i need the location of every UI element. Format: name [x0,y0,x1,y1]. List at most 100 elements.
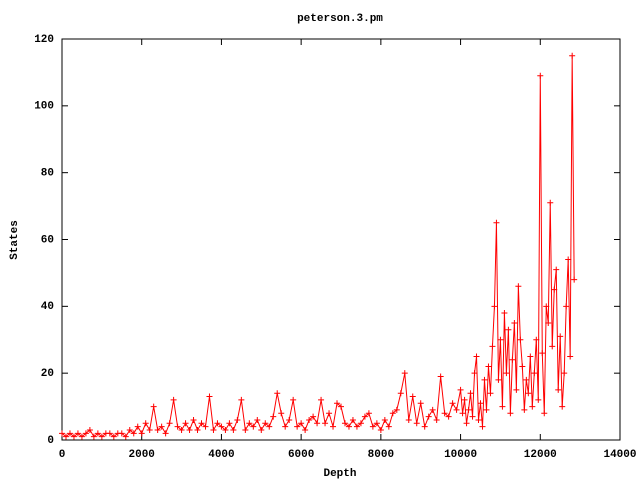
y-tick-label: 0 [47,435,54,447]
data-point [501,310,508,317]
data-point [513,386,520,393]
data-point [569,52,576,59]
data-point [409,393,416,400]
data-point [318,396,325,403]
data-point [545,320,552,327]
data-point [503,370,510,377]
data-point [202,423,209,430]
data-point [401,370,408,377]
data-point [70,433,77,440]
x-tick-label: 4000 [208,449,234,461]
data-point [210,426,217,433]
y-tick-label: 80 [41,168,54,180]
data-point [94,430,101,437]
data-point [286,416,293,423]
data-point [529,403,536,410]
data-point [497,336,504,343]
data-point [322,420,329,427]
data-point [405,416,412,423]
data-point [226,420,233,427]
data-point [437,373,444,380]
y-tick-label: 20 [41,368,54,380]
data-point [122,433,129,440]
data-point [130,430,137,437]
data-point [158,423,165,430]
data-point [254,416,261,423]
data-point [523,376,530,383]
data-point [449,400,456,407]
data-point [377,426,384,433]
data-point [381,416,388,423]
data-point [310,413,317,420]
data-point [365,410,372,417]
data-point [246,420,253,427]
x-tick-label: 14000 [603,449,636,461]
data-point [459,410,466,417]
data-point [457,386,464,393]
data-point [477,400,484,407]
data-point [473,353,480,360]
data-point [330,423,337,430]
data-point [489,343,496,350]
data-point [170,396,177,403]
data-point [298,420,305,427]
data-point [417,400,424,407]
data-point [357,420,364,427]
data-point [186,426,193,433]
x-tick-label: 10000 [444,449,477,461]
data-point [547,199,554,206]
data-point [469,413,476,420]
data-point [385,423,392,430]
data-point [126,426,133,433]
data-point [543,303,550,310]
data-point [349,416,356,423]
data-point [483,406,490,413]
data-point [150,403,157,410]
data-point [166,420,173,427]
x-tick-label: 0 [59,449,66,461]
data-point [453,406,460,413]
data-point [290,396,297,403]
x-tick-label: 8000 [368,449,394,461]
data-point [535,396,542,403]
data-point [463,420,470,427]
data-point [539,350,546,357]
data-point [533,336,540,343]
data-point [222,426,229,433]
data-point [314,420,321,427]
data-point [250,423,257,430]
data-point [527,353,534,360]
y-tick-label: 40 [41,301,54,313]
data-point [82,430,89,437]
data-point [481,376,488,383]
data-point [59,430,65,437]
data-point [190,416,197,423]
data-point [369,423,376,430]
data-point [274,390,281,397]
data-point [182,420,189,427]
data-point [138,430,145,437]
x-tick-label: 12000 [524,449,557,461]
data-point [467,390,474,397]
data-point [270,413,277,420]
data-point [553,266,560,273]
data-point [194,426,201,433]
data-point [218,423,225,430]
data-point [373,420,380,427]
data-point [511,320,518,327]
data-point [525,390,532,397]
data-point [541,410,548,417]
data-point [162,430,169,437]
data-point [198,420,205,427]
y-axis-label: States [9,220,21,260]
data-point [74,430,81,437]
data-point [118,430,125,437]
data-point [487,390,494,397]
data-point [361,413,368,420]
data-point [282,423,289,430]
data-point [521,406,528,413]
data-point [338,403,344,410]
data-point [242,426,249,433]
data-point [326,410,333,417]
